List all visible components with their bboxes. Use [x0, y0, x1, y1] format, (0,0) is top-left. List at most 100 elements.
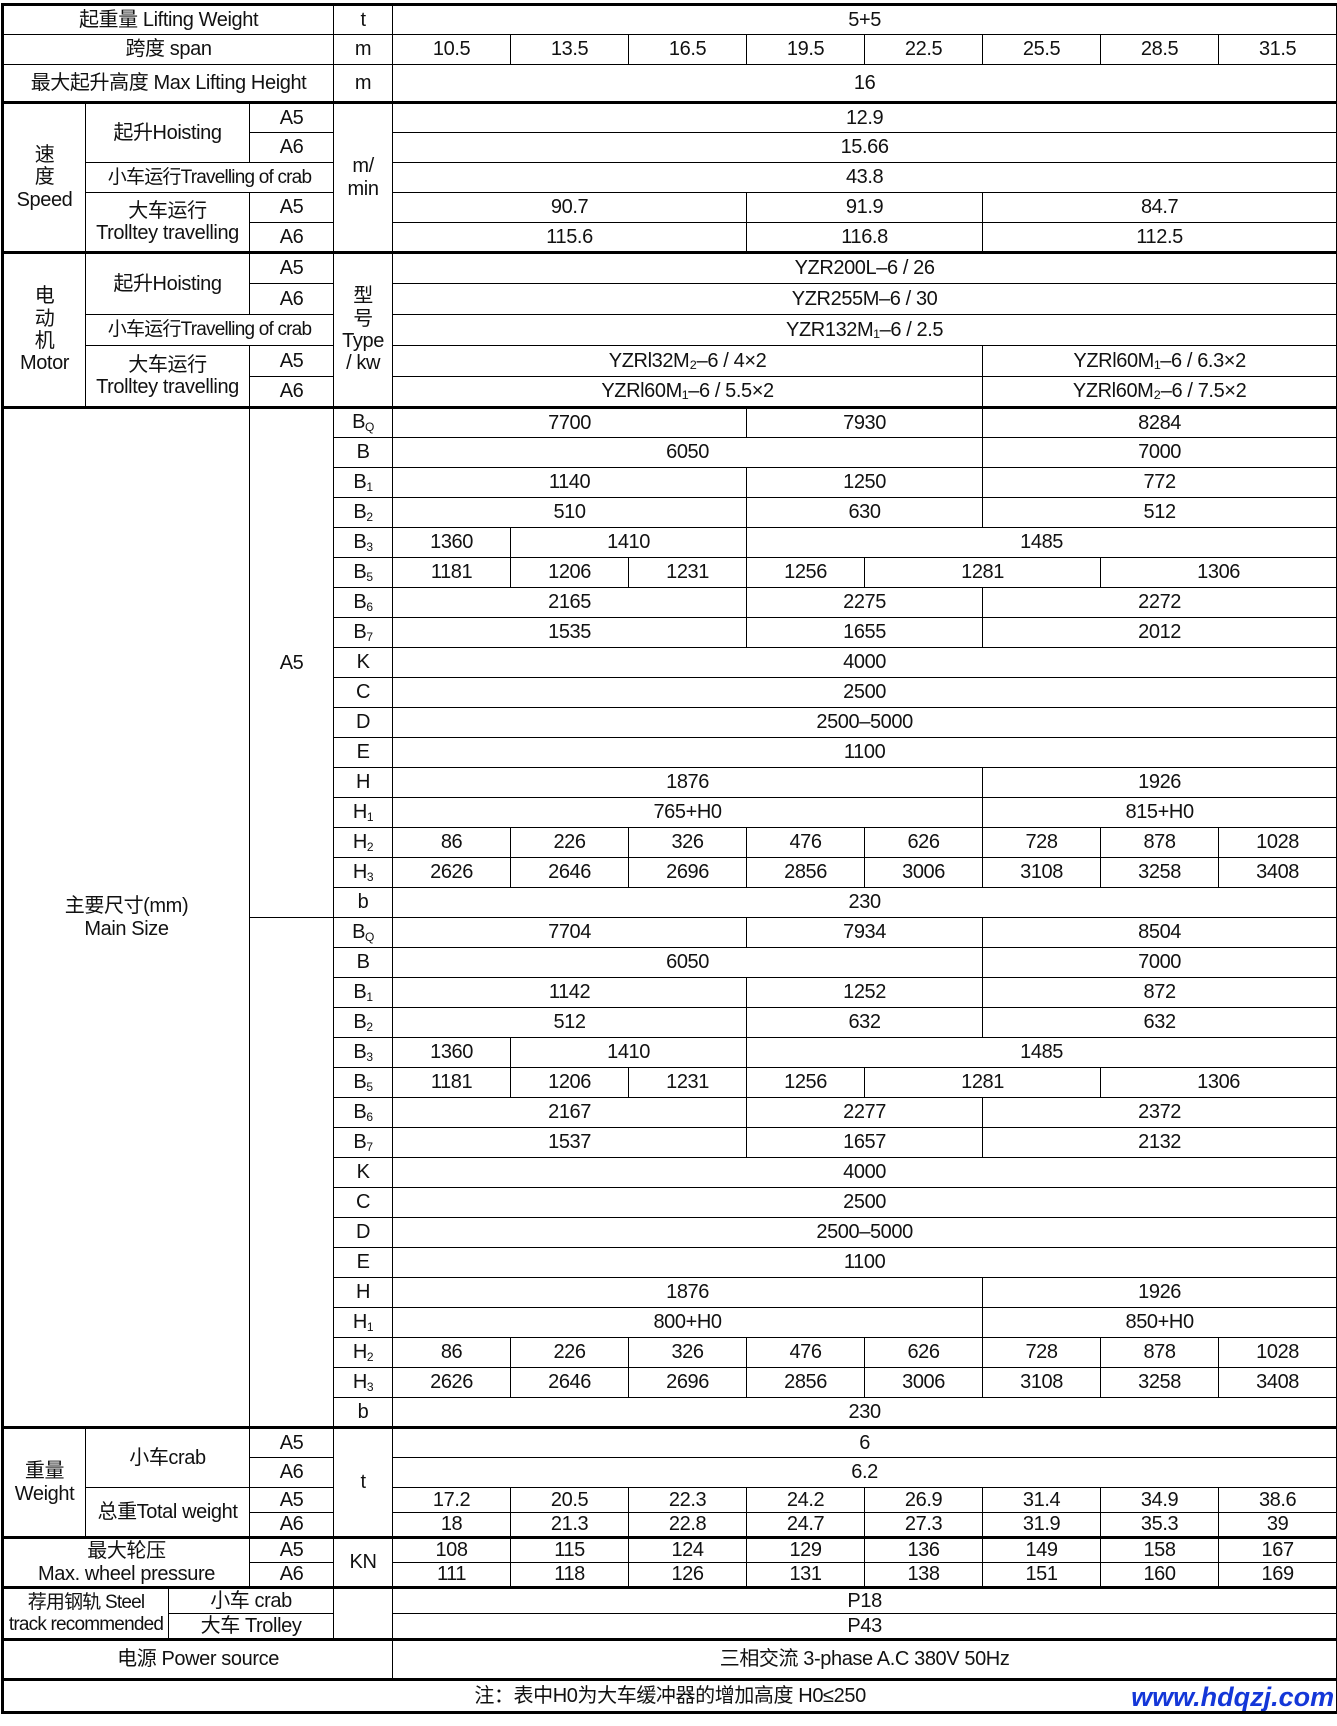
cell-text: 126 — [671, 1563, 703, 1585]
value-cell: 5+5 — [393, 5, 1337, 35]
cell-text: H — [353, 831, 367, 853]
grade-a6: A6 — [250, 1563, 334, 1588]
value-cell: 626 — [865, 828, 983, 858]
value-cell: 3108 — [983, 1368, 1101, 1398]
cell-text: 1926 — [1138, 771, 1181, 793]
cell-text: 1250 — [843, 471, 886, 493]
param-subscript: 6 — [366, 1110, 372, 1124]
label-line: m/ — [352, 155, 373, 177]
cell-text: 2277 — [843, 1101, 886, 1123]
cell-text: 4000 — [843, 651, 886, 673]
cell-text: C — [356, 1191, 370, 1213]
cell-text: YZRl32M₂–6 / 4×2 — [609, 350, 767, 372]
value-cell: 1231 — [629, 1068, 747, 1098]
value-cell: 1142 — [393, 978, 747, 1008]
param-subscript: 2 — [367, 840, 373, 854]
value-cell: 7000 — [983, 948, 1337, 978]
cell-text: E — [357, 1251, 370, 1273]
cell-text: 2275 — [843, 591, 886, 613]
cell-text: 7000 — [1138, 441, 1181, 463]
param-subscript: 2 — [367, 1350, 373, 1364]
value-cell: 1100 — [393, 738, 1337, 768]
cell-text: 2696 — [666, 1371, 709, 1393]
value-cell: 1876 — [393, 1278, 983, 1308]
value-cell: 6050 — [393, 438, 983, 468]
label-line: 动 — [35, 308, 55, 330]
cell-text: 43.8 — [846, 166, 883, 188]
cell-text: 22.3 — [669, 1489, 706, 1511]
cell-text: B — [353, 471, 366, 493]
value-cell: 872 — [983, 978, 1337, 1008]
value-cell: 24.7 — [747, 1513, 865, 1538]
grade-a5: A5 — [250, 253, 334, 284]
value-cell: 2626 — [393, 1368, 511, 1398]
value-cell: 108 — [393, 1538, 511, 1563]
cell-text: 160 — [1143, 1563, 1175, 1585]
param-cell: H3 — [334, 858, 393, 888]
label-line: Motor — [20, 352, 69, 374]
value-cell: 13.5 — [511, 35, 629, 65]
value-cell: YZR132M₁–6 / 2.5 — [393, 315, 1337, 346]
cell-text: YZRl60M₁–6 / 5.5×2 — [601, 380, 773, 402]
grade-a5: A5 — [250, 346, 334, 377]
value-cell: 230 — [393, 1398, 1337, 1428]
cell-text: 136 — [907, 1539, 939, 1561]
value-cell: 22.5 — [865, 35, 983, 65]
cell-text: 2165 — [548, 591, 591, 613]
cell-text: 878 — [1143, 1341, 1175, 1363]
cell-text: B — [353, 621, 366, 643]
value-cell: 2012 — [983, 618, 1337, 648]
value-cell: 1360 — [393, 528, 511, 558]
cell-text: 6050 — [666, 951, 709, 973]
cell-text: 16 — [854, 72, 875, 94]
value-cell: 34.9 — [1101, 1488, 1219, 1513]
cell-text: 626 — [907, 1341, 939, 1363]
grade-a5: A5 — [250, 1538, 334, 1563]
cell-text: 1876 — [666, 1281, 709, 1303]
value-cell: 1655 — [747, 618, 983, 648]
cell-text: b — [358, 1401, 369, 1423]
cell-text: 86 — [441, 1341, 462, 1363]
cell-text: H — [353, 1371, 367, 1393]
value-cell: 38.6 — [1219, 1488, 1337, 1513]
value-cell: 476 — [747, 828, 865, 858]
param-subscript: 5 — [366, 570, 372, 584]
value-cell: 25.5 — [983, 35, 1101, 65]
cell-text: 115.6 — [546, 226, 593, 248]
value-cell: 476 — [747, 1338, 865, 1368]
cell-text: 最大起升高度 Max Lifting Height — [31, 72, 307, 94]
cell-text: 31.9 — [1023, 1513, 1060, 1535]
value-cell: 8284 — [983, 408, 1337, 438]
label-line: 型 — [353, 285, 373, 307]
cell-text: b — [358, 891, 369, 913]
cell-text: 起升Hoisting — [113, 122, 221, 144]
param-cell: B6 — [334, 1098, 393, 1128]
value-cell: 1926 — [983, 1278, 1337, 1308]
value-cell: 1206 — [511, 1068, 629, 1098]
cell-text: 22.5 — [905, 38, 942, 60]
cell-text: 1410 — [607, 1041, 650, 1063]
param-subscript: 3 — [366, 1050, 372, 1064]
param-cell: b — [334, 888, 393, 918]
cell-text: 1206 — [548, 1071, 591, 1093]
cell-text: 111 — [437, 1563, 466, 1585]
cell-text: 6.2 — [851, 1461, 878, 1483]
value-cell: 10.5 — [393, 35, 511, 65]
value-cell: 2272 — [983, 588, 1337, 618]
cell-text: 1485 — [1020, 531, 1063, 553]
param-cell: B1 — [334, 468, 393, 498]
label-line: 主要尺寸(mm) — [65, 895, 188, 917]
value-cell: 1100 — [393, 1248, 1337, 1278]
cell-text: 326 — [671, 831, 703, 853]
label-line: Trolltey travelling — [96, 376, 239, 398]
cell-text: K — [357, 1161, 370, 1183]
cell-text: 131 — [789, 1563, 821, 1585]
grade-a5: A5 — [250, 193, 334, 223]
value-cell: 8504 — [983, 918, 1337, 948]
cell-text: 108 — [435, 1539, 467, 1561]
